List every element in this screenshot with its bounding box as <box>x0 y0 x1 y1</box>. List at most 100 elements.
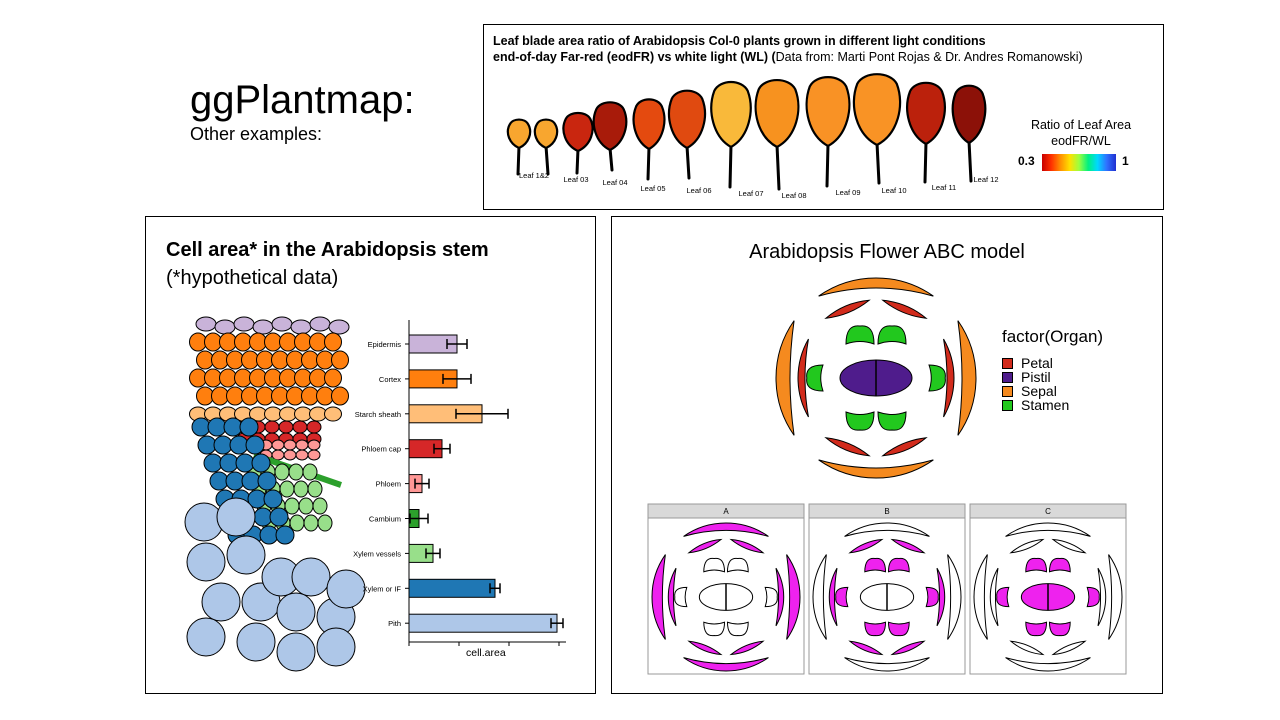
petal <box>828 567 838 627</box>
leaf-label: Leaf 04 <box>602 178 628 187</box>
pith-cell <box>276 592 316 632</box>
leaf-petiole <box>825 142 830 188</box>
leaf-petiole <box>875 141 881 185</box>
leaf-area-panel: Leaf blade area ratio of Arabidopsis Col… <box>483 24 1164 210</box>
petal <box>881 299 928 319</box>
stamen <box>1025 621 1048 637</box>
category-label: Starch sheath <box>355 410 401 419</box>
leaf-blade <box>754 78 800 149</box>
bar-x-axis-label: cell.area <box>466 647 506 659</box>
stamen <box>726 557 749 573</box>
leaf-petiole <box>775 143 781 191</box>
legend-max-label: 1 <box>1122 154 1129 168</box>
leaf-label: Leaf 06 <box>686 186 712 195</box>
stamen <box>703 557 726 573</box>
category-label: Cambium <box>369 515 401 524</box>
facet-label: A <box>723 507 729 516</box>
stamen <box>864 621 887 637</box>
leaf-label: Leaf 11 <box>931 183 957 192</box>
sepal <box>947 554 962 640</box>
stem-section-map <box>184 316 366 672</box>
stamen <box>877 411 907 431</box>
pith-cell <box>216 497 256 537</box>
leaf-shape <box>906 81 946 184</box>
stamen <box>1025 557 1048 573</box>
epidermis-cell <box>328 319 350 335</box>
stamen <box>877 325 907 345</box>
stamen <box>674 586 688 608</box>
xylem-if-cell <box>251 453 271 473</box>
leaf-petiole <box>575 147 580 175</box>
sepal <box>812 554 827 640</box>
legend-label: Petal <box>1021 355 1053 371</box>
sepal <box>786 554 801 640</box>
leaf-petiole <box>608 146 614 172</box>
facet-strip <box>808 503 966 519</box>
leaf-blade <box>562 111 594 153</box>
cortex-cell <box>331 386 349 406</box>
leaf-shape <box>506 118 532 176</box>
flower-legend-item: Stamen <box>1002 397 1069 413</box>
stamen <box>1048 621 1071 637</box>
xylem-vessel-cell <box>302 463 318 481</box>
legend-swatch <box>1002 371 1013 383</box>
leaf-shape <box>710 80 752 189</box>
sepal <box>818 459 934 479</box>
leaf-petiole <box>967 139 973 183</box>
slide-subtitle: Other examples: <box>190 124 323 144</box>
stamen <box>864 557 887 573</box>
leaf-shape <box>592 101 628 172</box>
category-label: Xylem vessels <box>353 549 401 558</box>
petal <box>1051 538 1087 554</box>
leaf-petiole <box>544 144 550 176</box>
petal <box>775 567 785 627</box>
leaf-shape <box>632 98 666 181</box>
stamen <box>806 364 824 392</box>
legend-colorbar <box>1042 154 1116 171</box>
flower-abc-panel: Arabidopsis Flower ABC model A B C factor(… <box>611 216 1163 694</box>
leaf-label: Leaf 08 <box>781 191 807 200</box>
flower-facet: B <box>808 503 966 675</box>
flower-facet: A <box>647 503 805 675</box>
sepal <box>844 657 930 672</box>
stamen <box>726 621 749 637</box>
stamen <box>1048 557 1071 573</box>
petal <box>989 567 999 627</box>
sepal <box>844 522 930 537</box>
petal <box>1009 538 1045 554</box>
leaf-blade <box>533 118 559 150</box>
flower-legend-item: Petal <box>1002 355 1053 371</box>
xylem-vessel-cell <box>317 514 333 532</box>
petal <box>1097 567 1107 627</box>
category-label: Phloem cap <box>361 445 401 454</box>
petal <box>1051 640 1087 656</box>
stamen <box>887 557 910 573</box>
sepal <box>1005 522 1091 537</box>
pith-cell <box>316 627 356 667</box>
flower-legend-item: Sepal <box>1002 383 1057 399</box>
petal <box>729 538 765 554</box>
leaf-shape <box>805 76 851 188</box>
flower-legend-item: Pistil <box>1002 369 1051 385</box>
xylem-if-cell <box>263 489 283 509</box>
stem-panel-title: Cell area* in the Arabidopsis stem <box>166 239 489 261</box>
pith-cell <box>201 582 241 622</box>
leaf-petiole <box>646 145 651 181</box>
leaf-label: Leaf 07 <box>738 189 764 198</box>
petal <box>824 299 871 319</box>
legend-swatch <box>1002 399 1013 411</box>
flower-legend-title: factor(Organ) <box>1002 327 1104 346</box>
xylem-if-cell <box>275 525 295 545</box>
leaf-shape <box>852 73 902 185</box>
sepal <box>775 320 795 436</box>
cortex-cell <box>331 350 349 370</box>
leaf-shape <box>951 84 987 183</box>
stem-panel-subtitle: (*hypothetical data) <box>166 267 339 289</box>
leaf-blade <box>852 73 902 147</box>
leaf-label: Leaf 10 <box>881 186 907 195</box>
bar <box>408 578 496 598</box>
xylem-if-cell <box>245 435 265 455</box>
pith-cell <box>276 632 316 672</box>
petal <box>936 567 946 627</box>
cortex-cell <box>324 368 342 388</box>
